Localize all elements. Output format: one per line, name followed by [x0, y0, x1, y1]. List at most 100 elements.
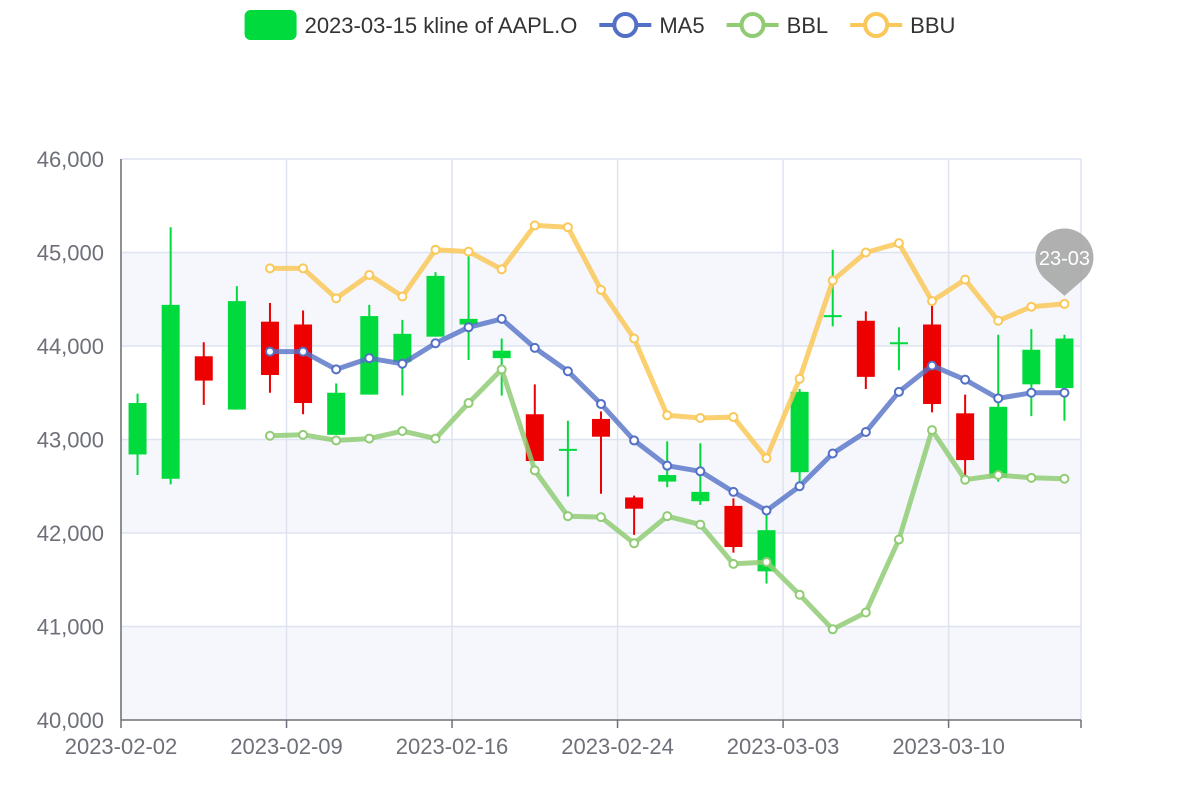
candle[interactable]: [194, 342, 213, 405]
series-point[interactable]: [860, 607, 871, 618]
candle[interactable]: [294, 310, 313, 415]
series-point[interactable]: [496, 264, 507, 275]
series-point[interactable]: [264, 263, 275, 274]
candle[interactable]: [856, 311, 875, 390]
series-point[interactable]: [298, 429, 309, 440]
series-point[interactable]: [529, 342, 540, 353]
series-point[interactable]: [993, 393, 1004, 404]
series-point[interactable]: [728, 412, 739, 423]
legend-item[interactable]: MA5: [599, 12, 705, 38]
candle[interactable]: [128, 393, 147, 476]
candle[interactable]: [558, 420, 577, 497]
series-bbu[interactable]: [264, 220, 1070, 464]
series-point[interactable]: [927, 425, 938, 436]
legend-item[interactable]: BBL: [726, 12, 829, 38]
series-point[interactable]: [927, 360, 938, 371]
series-point[interactable]: [529, 465, 540, 476]
candle[interactable]: [625, 495, 644, 535]
series-point[interactable]: [893, 238, 904, 249]
candle[interactable]: [724, 498, 743, 553]
candle[interactable]: [393, 319, 412, 396]
indicator-lines[interactable]: [264, 220, 1070, 635]
series-point[interactable]: [960, 274, 971, 285]
series-point[interactable]: [827, 624, 838, 635]
series-point[interactable]: [1026, 387, 1037, 398]
series-point[interactable]: [695, 466, 706, 477]
series-point[interactable]: [794, 589, 805, 600]
series-point[interactable]: [960, 374, 971, 385]
series-point[interactable]: [264, 346, 275, 357]
series-point[interactable]: [264, 430, 275, 441]
series-point[interactable]: [662, 511, 673, 522]
series-point[interactable]: [1059, 387, 1070, 398]
series-point[interactable]: [960, 474, 971, 485]
candle[interactable]: [889, 327, 908, 371]
series-point[interactable]: [662, 460, 673, 471]
series-ma5[interactable]: [264, 313, 1070, 516]
series-point[interactable]: [728, 486, 739, 497]
candle[interactable]: [956, 394, 975, 481]
series-point[interactable]: [562, 222, 573, 233]
series-point[interactable]: [993, 470, 1004, 481]
series-point[interactable]: [596, 398, 606, 409]
series-point[interactable]: [827, 448, 838, 459]
candle[interactable]: [161, 227, 180, 485]
series-point[interactable]: [463, 246, 474, 257]
series-point[interactable]: [430, 338, 441, 349]
series-point[interactable]: [529, 220, 540, 231]
series-point[interactable]: [463, 398, 474, 409]
series-point[interactable]: [993, 315, 1004, 326]
candle[interactable]: [592, 411, 610, 494]
candle[interactable]: [327, 383, 346, 435]
series-point[interactable]: [298, 346, 309, 357]
candle[interactable]: [426, 272, 445, 337]
series-point[interactable]: [331, 435, 342, 446]
series-point[interactable]: [827, 275, 838, 286]
series-point[interactable]: [794, 481, 805, 492]
candlestick-series[interactable]: [128, 227, 1074, 584]
candle[interactable]: [1022, 329, 1041, 417]
series-point[interactable]: [298, 263, 309, 274]
series-point[interactable]: [695, 412, 706, 423]
series-point[interactable]: [596, 512, 606, 523]
series-point[interactable]: [397, 291, 408, 302]
series-point[interactable]: [562, 366, 573, 377]
series-point[interactable]: [331, 364, 342, 375]
candle[interactable]: [459, 249, 478, 361]
series-point[interactable]: [761, 453, 772, 464]
series-point[interactable]: [927, 296, 938, 307]
series-point[interactable]: [860, 247, 871, 258]
legend-item[interactable]: BBU: [850, 12, 955, 38]
series-point[interactable]: [397, 358, 408, 369]
series-point[interactable]: [430, 433, 441, 444]
series-point[interactable]: [364, 269, 375, 280]
candle[interactable]: [1055, 334, 1074, 421]
series-point[interactable]: [430, 244, 441, 255]
series-point[interactable]: [695, 519, 706, 530]
series-point[interactable]: [893, 534, 904, 545]
series-point[interactable]: [562, 511, 573, 522]
candle[interactable]: [790, 389, 809, 488]
series-point[interactable]: [629, 435, 640, 446]
series-point[interactable]: [496, 313, 507, 324]
series-point[interactable]: [364, 353, 375, 364]
chart-legend[interactable]: 2023-03-15 kline of AAPL.O MA5 BBL BBU: [244, 10, 956, 40]
series-point[interactable]: [496, 364, 507, 375]
candle[interactable]: [227, 286, 246, 410]
series-point[interactable]: [1059, 298, 1070, 309]
series-point[interactable]: [794, 373, 805, 384]
series-point[interactable]: [364, 433, 375, 444]
series-bbl[interactable]: [264, 364, 1070, 635]
series-point[interactable]: [662, 410, 673, 421]
candle[interactable]: [360, 304, 379, 395]
series-point[interactable]: [761, 505, 772, 516]
series-point[interactable]: [761, 556, 772, 567]
series-point[interactable]: [893, 386, 904, 397]
series-point[interactable]: [860, 427, 871, 438]
series-point[interactable]: [629, 538, 640, 549]
series-point[interactable]: [397, 426, 408, 437]
legend-item[interactable]: 2023-03-15 kline of AAPL.O: [244, 10, 578, 40]
series-point[interactable]: [331, 293, 342, 304]
series-point[interactable]: [1059, 473, 1070, 484]
series-point[interactable]: [1026, 472, 1037, 483]
